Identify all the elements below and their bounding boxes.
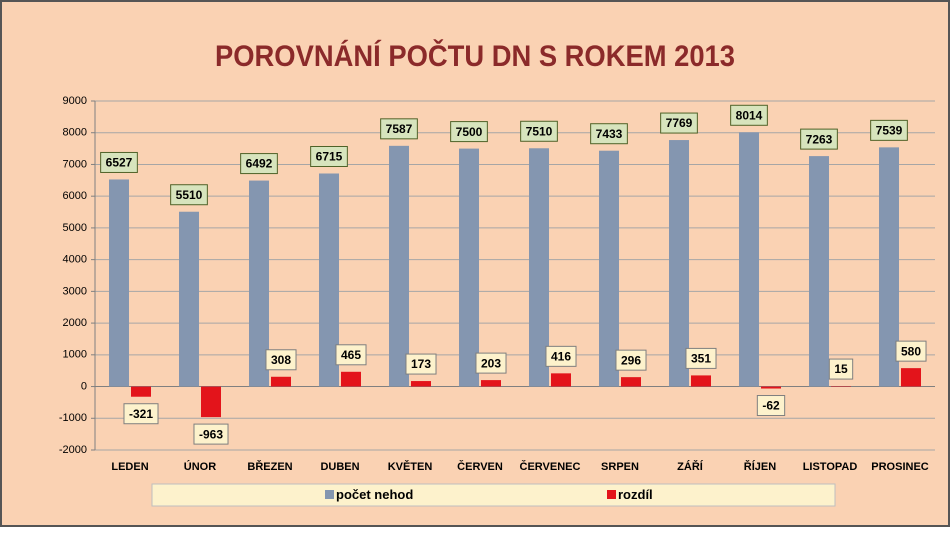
value-label: 465 bbox=[341, 348, 361, 362]
value-label: 580 bbox=[901, 344, 921, 358]
value-label: 8014 bbox=[736, 108, 763, 122]
bar bbox=[411, 381, 431, 386]
bar bbox=[341, 372, 361, 387]
bar bbox=[131, 387, 151, 397]
chart-title: POROVNÁNÍ POČTU DN S ROKEM 2013 bbox=[215, 39, 735, 73]
x-tick-label: SRPEN bbox=[601, 461, 639, 473]
x-tick-label: LISTOPAD bbox=[803, 461, 858, 473]
value-label: 351 bbox=[691, 352, 711, 366]
value-label: 6715 bbox=[316, 150, 343, 164]
bar bbox=[481, 380, 501, 386]
y-tick-label: 9000 bbox=[63, 95, 87, 107]
value-label: 7263 bbox=[806, 132, 833, 146]
value-label: 15 bbox=[834, 362, 848, 376]
bar bbox=[691, 375, 711, 386]
bar bbox=[551, 373, 571, 386]
bar bbox=[901, 368, 921, 386]
bar bbox=[809, 156, 829, 386]
y-tick-label: 7000 bbox=[63, 158, 87, 170]
value-label: 7433 bbox=[596, 127, 623, 141]
x-tick-label: PROSINEC bbox=[871, 461, 929, 473]
bar bbox=[761, 387, 781, 389]
y-tick-label: -2000 bbox=[59, 444, 87, 456]
y-tick-label: 3000 bbox=[63, 285, 87, 297]
x-tick-label: DUBEN bbox=[320, 461, 359, 473]
bar bbox=[739, 132, 759, 386]
y-tick-label: 6000 bbox=[63, 190, 87, 202]
value-label: 7539 bbox=[876, 124, 903, 138]
value-label: 6527 bbox=[106, 156, 133, 170]
value-label: 6492 bbox=[246, 157, 273, 171]
legend-swatch bbox=[325, 490, 334, 499]
y-tick-label: 8000 bbox=[63, 127, 87, 139]
y-tick-label: 4000 bbox=[63, 254, 87, 266]
x-tick-label: BŘEZEN bbox=[247, 460, 292, 473]
value-label: -62 bbox=[762, 399, 780, 413]
value-label: 308 bbox=[271, 353, 291, 367]
y-tick-label: 1000 bbox=[63, 349, 87, 361]
bar bbox=[109, 179, 129, 386]
legend-swatch bbox=[607, 490, 616, 499]
y-tick-label: 0 bbox=[81, 380, 87, 392]
value-label: -321 bbox=[129, 407, 153, 421]
x-tick-label: LEDEN bbox=[111, 461, 148, 473]
value-label: 203 bbox=[481, 356, 501, 370]
value-label: 296 bbox=[621, 353, 641, 367]
bar bbox=[621, 377, 641, 386]
legend-box bbox=[152, 484, 835, 506]
bar bbox=[459, 149, 479, 387]
x-tick-label: ČERVENEC bbox=[520, 460, 581, 473]
bar bbox=[179, 212, 199, 387]
legend-label: rozdíl bbox=[618, 487, 653, 502]
legend-label: počet nehod bbox=[336, 487, 413, 502]
y-tick-label: 5000 bbox=[63, 222, 87, 234]
value-label: 7500 bbox=[456, 125, 483, 139]
value-label: 173 bbox=[411, 357, 431, 371]
value-label: 5510 bbox=[176, 188, 203, 202]
value-label: 7510 bbox=[526, 124, 553, 138]
x-tick-label: ŘÍJEN bbox=[744, 460, 776, 473]
value-label: -963 bbox=[199, 427, 223, 441]
y-tick-label: -1000 bbox=[59, 412, 87, 424]
value-label: 7587 bbox=[386, 122, 413, 136]
value-label: 7769 bbox=[666, 116, 693, 130]
x-tick-label: ČERVEN bbox=[457, 460, 503, 473]
bar bbox=[201, 387, 221, 418]
value-label: 416 bbox=[551, 350, 571, 364]
y-tick-label: 2000 bbox=[63, 317, 87, 329]
x-tick-label: ÚNOR bbox=[184, 460, 216, 473]
bar bbox=[389, 146, 409, 387]
x-tick-label: KVĚTEN bbox=[388, 460, 433, 473]
bar bbox=[271, 377, 291, 387]
x-tick-label: ZÁŘÍ bbox=[677, 460, 704, 473]
